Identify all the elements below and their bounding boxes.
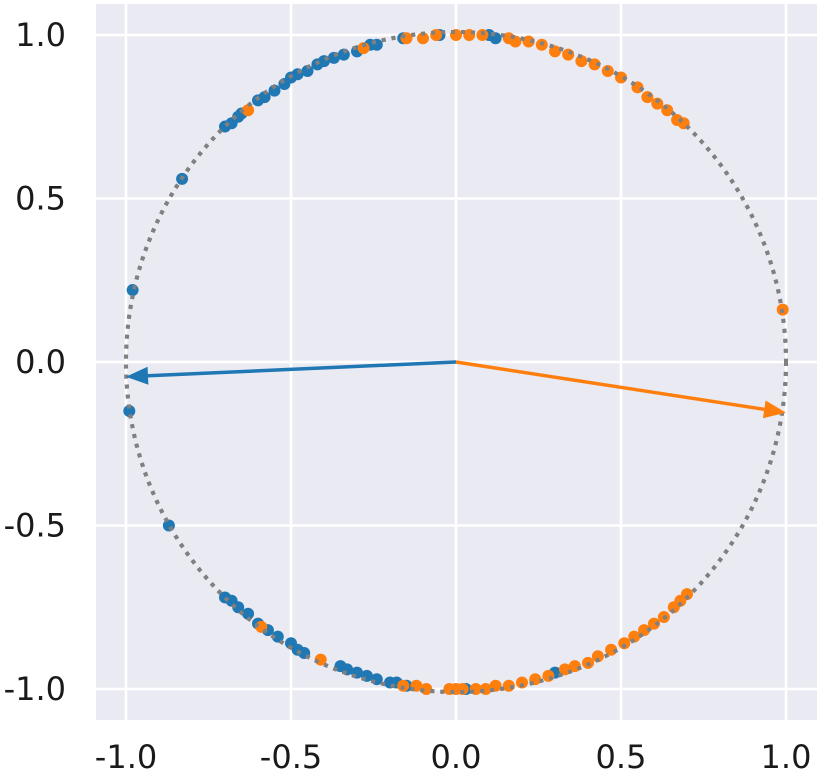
y-tick-label: 0.0 — [15, 343, 66, 381]
arrow-shaft-1 — [455, 360, 765, 412]
arrow-head-1 — [762, 400, 786, 419]
series-0-point-3 — [162, 519, 175, 532]
x-tick-label: 1.0 — [761, 738, 812, 776]
x-tick-label: -1.0 — [95, 738, 157, 776]
series-1-point-37 — [516, 676, 528, 689]
series-1-point-18 — [588, 58, 601, 71]
series-0-point-10 — [268, 84, 281, 97]
x-tick-label: 0.5 — [596, 738, 647, 776]
arrow-head-0 — [126, 366, 149, 385]
x-tick-label: -0.5 — [260, 738, 322, 776]
series-0-point-2 — [123, 405, 136, 418]
series-1-point-39 — [542, 669, 555, 682]
series-1-point-17 — [575, 55, 588, 68]
series-1-point-6 — [417, 32, 429, 45]
series-1-point-7 — [430, 29, 443, 41]
arrow-shaft-0 — [147, 360, 457, 378]
series-0-point-9 — [258, 91, 271, 104]
y-tick-label: -0.5 — [4, 507, 66, 545]
x-tick-labels: -1.0 -0.5 0.0 0.5 1.0 — [95, 738, 812, 776]
unit-circle-dotted-overlay — [124, 30, 788, 694]
y-tick-labels: 1.0 0.5 0.0 -0.5 -1.0 — [4, 16, 66, 708]
vector-arrows — [126, 360, 786, 419]
series-1-point-48 — [648, 617, 660, 630]
y-tick-label: -1.0 — [4, 670, 66, 708]
series-1-point-45 — [618, 637, 631, 650]
series-1-point-32 — [456, 683, 469, 695]
series-0-point-21 — [370, 38, 383, 51]
series-0-point-29 — [242, 607, 255, 620]
y-tick-label: 0.5 — [15, 180, 66, 218]
series-1-point-52 — [681, 588, 693, 601]
y-tick-label: 1.0 — [15, 16, 66, 54]
series-1-point-1 — [242, 104, 255, 117]
scatter-points — [123, 29, 789, 695]
series-1-point-22 — [641, 91, 654, 104]
series-1-point-13 — [522, 35, 535, 48]
x-tick-label: 0.0 — [431, 738, 482, 776]
